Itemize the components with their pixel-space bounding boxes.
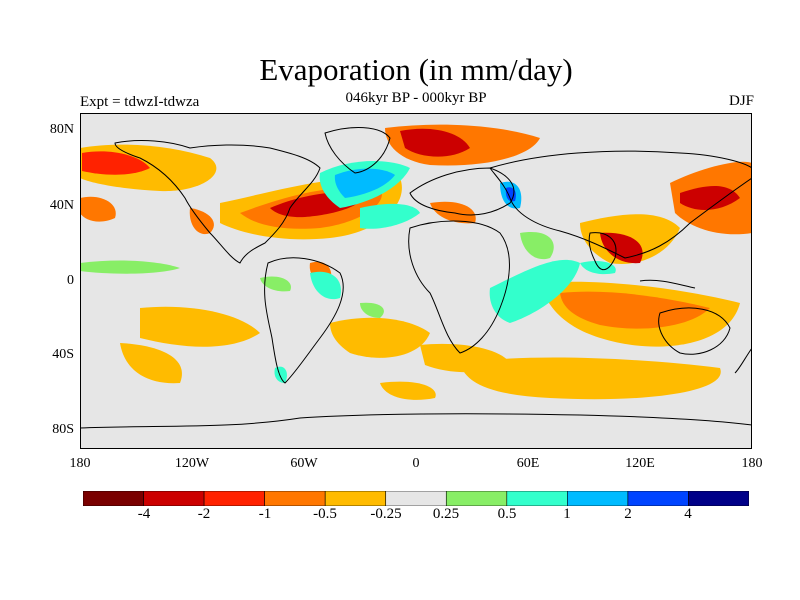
colorbar-label: -2 [197,506,211,522]
coastline-india [588,232,617,271]
coastline-indonesia [639,279,696,289]
lon-tick-60e: 60E [516,456,540,471]
anomaly-patch-south-atlantic-green [360,302,384,318]
colorbar-box [203,491,265,506]
colorbar [83,491,749,506]
colorbar-box [506,491,568,506]
lon-tick-120w: 120W [174,456,210,471]
coastlines [80,127,752,429]
coastline-north-america [114,140,321,264]
experiment-label: Expt = tdwzI-tdwza [80,94,200,110]
coastline-europe [409,167,515,216]
evaporation-anomaly-map [80,113,752,449]
colorbar-label: -1 [258,506,272,522]
colorbar-label: 1 [563,506,571,522]
coastline-new-zealand [734,347,752,374]
colorbar-box [385,491,447,506]
colorbar-label: 0.5 [497,506,517,522]
anomaly-patch-arabian-peninsula [520,232,554,260]
colorbar-box [445,491,508,506]
colorbar-box [143,491,205,506]
anomaly-patch-east-africa-coast [489,259,580,323]
lon-tick-120e: 120E [625,456,655,471]
colorbar-box [627,491,689,506]
lon-tick-60w: 60W [290,456,318,471]
anomaly-patch-arabian-sea [600,232,643,264]
anomaly-patch-baltic-core [505,187,516,202]
colorbar-label: -0.5 [313,506,337,522]
anomaly-patch-equatorial-pacific [80,260,180,274]
colorbar-label: 0.25 [432,506,460,522]
colorbar-box [83,491,144,506]
map-border [80,113,752,449]
anomaly-patch-mid-atlantic [360,203,420,229]
anomaly-patch-indian-ocean-core [560,291,710,329]
anomaly-patch-labrador-sea-core [334,168,395,198]
coastline-africa [408,220,510,354]
anomaly-patch-eastern-pacific [260,276,291,292]
colorbar-box [567,491,629,506]
anomaly-patch-south-atlantic-2 [380,381,436,400]
map-title: Evaporation (in mm/day) [259,52,573,87]
lon-tick-180w: 180 [69,456,91,471]
anomaly-shading [80,124,752,400]
colorbar-box [324,491,387,506]
anomaly-patch-amazon [310,271,341,300]
colorbar-label: -0.25 [370,506,402,522]
anomaly-patch-bay-of-bengal [580,261,616,275]
lat-tick-80s: 80S [52,422,74,437]
coastline-antarctica [80,413,752,429]
colorbar-label: 4 [684,506,692,522]
lat-tick-40s: 40S [52,347,74,362]
coastline-greenland [324,127,391,174]
lat-tick-80n: 80N [49,122,74,137]
season-label: DJF [728,93,754,109]
anomaly-patch-greenland-sea [400,128,470,157]
lat-tick-40n: 40N [49,198,74,213]
colorbar-boxes [83,491,749,506]
anomaly-patch-south-pacific-2 [120,343,182,384]
lat-tick-0: 0 [67,273,74,288]
colorbar-label: -4 [137,506,151,522]
colorbar-label: 2 [624,506,632,522]
anomaly-patch-southern-ocean [460,357,721,400]
anomaly-patch-south-atlantic [330,317,430,358]
coastline-asia [489,150,752,259]
coastline-south-america [264,257,344,384]
lon-tick-0: 0 [412,456,420,471]
coastline-australia [658,307,731,355]
anomaly-patch-west-pacific-edge [80,196,116,222]
map-subtitle: 046kyr BP - 000kyr BP [345,90,487,106]
anomaly-patch-south-pacific [140,306,260,347]
anomaly-patch-kuroshio-core [680,186,740,210]
colorbar-box [264,491,326,506]
colorbar-box [688,491,749,506]
lon-tick-180e: 180 [741,456,763,471]
anomaly-patch-cape-horn [274,366,287,383]
anomaly-patch-north-pacific-core [82,151,150,175]
